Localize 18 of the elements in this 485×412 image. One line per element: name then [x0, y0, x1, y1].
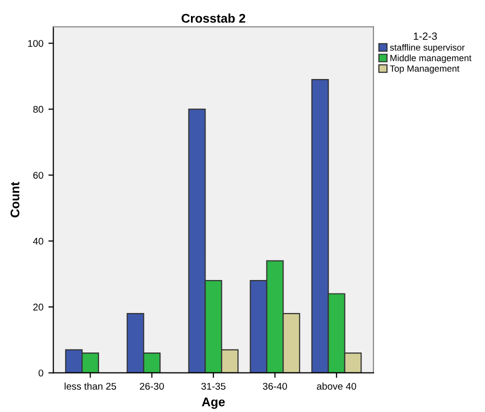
x-tick-label: less than 25	[64, 382, 116, 390]
legend-label: Top Management	[390, 65, 460, 74]
legend-label: staffline supervisor	[390, 44, 465, 52]
legend-label: Middle management	[390, 54, 472, 63]
x-tick-label: above 40	[316, 382, 356, 390]
y-tick-label: 20	[33, 304, 44, 311]
chart-title: Crosstab 2	[182, 14, 246, 23]
y-axis-title: Count	[10, 182, 20, 218]
x-axis-title: Age	[202, 398, 225, 409]
y-tick-label: 80	[33, 106, 44, 113]
y-tick-label: 60	[33, 172, 44, 179]
y-tick-label: 0	[38, 370, 44, 376]
y-tick-label: 40	[33, 238, 44, 245]
legend-title: 1-2-3	[414, 32, 437, 40]
x-tick-label: 26-30	[140, 382, 164, 390]
x-tick-label: 31-35	[201, 382, 226, 390]
y-tick-label: 100	[28, 40, 44, 47]
x-tick-label: 36-40	[262, 382, 288, 390]
